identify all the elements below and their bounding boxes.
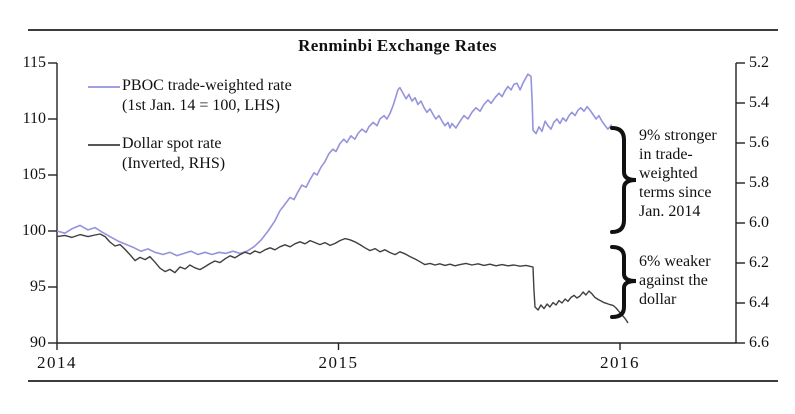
annotation-line: 6% weaker [639, 253, 711, 270]
bottom-frame-rule [28, 380, 778, 382]
top-frame-rule [28, 29, 778, 31]
annotation-line: dollar [639, 291, 677, 308]
x-axis-tick-label: 2016 [600, 353, 640, 372]
legend-item-pboc: PBOC trade-weighted rate (1st Jan. 14 = … [122, 76, 292, 116]
left-axis-tick-label: 100 [22, 222, 46, 239]
left-axis-tick-label: 115 [22, 54, 46, 71]
right-axis-tick-label: 5.8 [749, 174, 769, 191]
brace-dollar [610, 245, 637, 319]
left-axis-tick-label: 90 [30, 334, 46, 351]
right-axis-tick-label: 5.2 [749, 54, 769, 71]
left-axis-tick-label: 95 [30, 278, 46, 295]
left-axis-tick-label: 110 [22, 110, 46, 127]
legend-label-pboc-line1: PBOC trade-weighted rate [122, 77, 292, 94]
annotation-dollar: 6% weaker against the dollar [639, 252, 711, 309]
right-axis-tick-label: 6.0 [749, 214, 769, 231]
annotation-line: terms since [639, 184, 712, 201]
annotation-trade-weighted: 9% stronger in trade- weighted terms sin… [639, 126, 717, 221]
x-axis-tick-label: 2014 [37, 353, 77, 372]
series-pboc-trade-weighted [56, 73, 613, 257]
series-dollar-spot [56, 233, 629, 324]
annotation-line: in trade- [639, 146, 693, 163]
annotation-line: against the [639, 272, 708, 289]
right-axis-tick-label: 6.6 [749, 334, 769, 351]
chart-title: Renminbi Exchange Rates [298, 36, 497, 55]
right-axis-tick-label: 5.4 [749, 94, 769, 111]
left-axis-tick-label: 105 [22, 166, 46, 183]
brace-trade-weighted [610, 126, 637, 234]
right-axis-tick-label: 5.6 [749, 134, 769, 151]
legend-label-dollar-line1: Dollar spot rate [122, 135, 222, 152]
axis-ticks [48, 62, 745, 350]
legend-label-pboc-line2: (1st Jan. 14 = 100, LHS) [122, 97, 280, 114]
annotation-line: Jan. 2014 [639, 203, 701, 220]
annotation-line: 9% stronger [639, 127, 717, 144]
right-axis-tick-label: 6.4 [749, 294, 769, 311]
x-axis-tick-label: 2015 [318, 353, 359, 372]
right-axis-tick-label: 6.2 [749, 254, 769, 271]
series-lines [56, 73, 629, 324]
legend-item-dollar: Dollar spot rate (Inverted, RHS) [122, 134, 225, 174]
legend-label-dollar-line2: (Inverted, RHS) [122, 155, 226, 172]
annotation-line: weighted [639, 165, 698, 182]
